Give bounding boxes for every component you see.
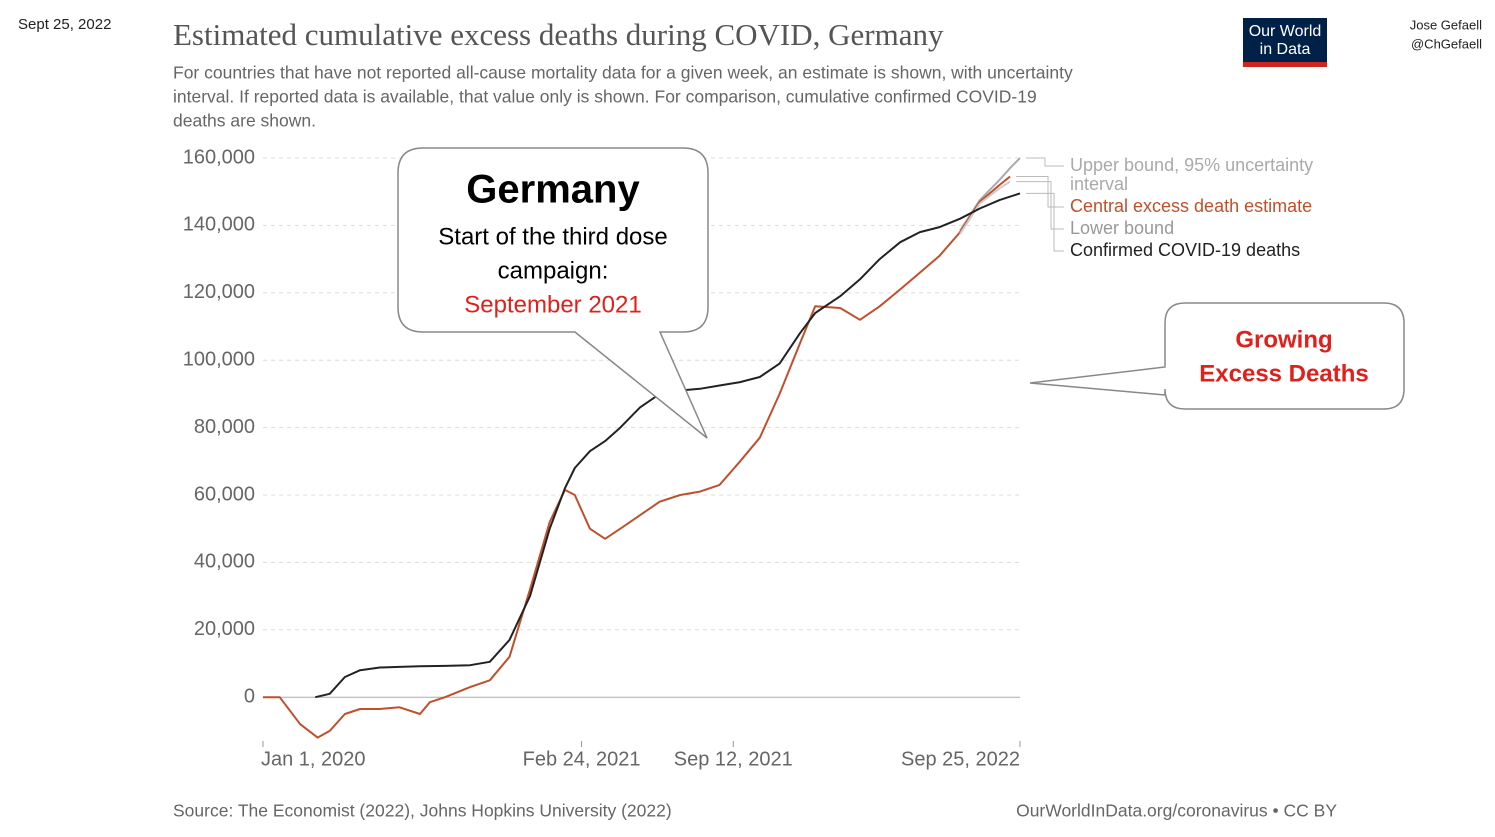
y-tick-label: 0 bbox=[244, 685, 255, 707]
x-tick-label: Sep 25, 2022 bbox=[901, 748, 1020, 770]
x-tick-label: Jan 1, 2020 bbox=[261, 748, 366, 770]
chart-title: Estimated cumulative excess deaths durin… bbox=[173, 17, 944, 52]
callout bbox=[397, 147, 709, 439]
subtitle: For countries that have not reported all… bbox=[173, 63, 1073, 83]
callout-highlight: September 2021 bbox=[464, 291, 641, 318]
y-tick-label: 140,000 bbox=[183, 214, 255, 236]
x-tick-label: Feb 24, 2021 bbox=[523, 748, 641, 770]
callout-text: campaign: bbox=[498, 257, 609, 284]
y-tick-label: 20,000 bbox=[194, 618, 255, 640]
subtitle: deaths are shown. bbox=[173, 111, 316, 131]
y-tick-label: 160,000 bbox=[183, 146, 255, 168]
callout-text: Start of the third dose bbox=[438, 223, 667, 250]
subtitle: interval. If reported data is available,… bbox=[173, 87, 1037, 107]
handle: @ChGefaell bbox=[1411, 36, 1482, 51]
logo-box bbox=[1243, 18, 1327, 63]
legend-connector bbox=[1016, 181, 1064, 230]
callout-text: Growing bbox=[1235, 326, 1332, 353]
callout-text: Excess Deaths bbox=[1199, 360, 1368, 387]
y-tick-label: 100,000 bbox=[183, 348, 255, 370]
series-line bbox=[263, 175, 1011, 739]
source: Source: The Economist (2022), Johns Hopk… bbox=[173, 801, 672, 821]
y-tick-label: 80,000 bbox=[194, 416, 255, 438]
series-line bbox=[959, 180, 1011, 235]
logo-text: Our World bbox=[1249, 23, 1322, 40]
legend-entry: Confirmed COVID-19 deaths bbox=[1070, 240, 1301, 260]
callout bbox=[1029, 302, 1405, 410]
x-tick-label: Sep 12, 2021 bbox=[674, 748, 793, 770]
credit: OurWorldInData.org/coronavirus • CC BY bbox=[1016, 801, 1337, 821]
callout-heading: Germany bbox=[466, 168, 640, 212]
y-tick-label: 40,000 bbox=[194, 551, 255, 573]
legend-entry: Upper bound, 95% uncertainty interval bbox=[1070, 155, 1314, 194]
logo-bar bbox=[1243, 62, 1327, 67]
legend-entry: Central excess death estimate bbox=[1070, 196, 1313, 216]
date: Sept 25, 2022 bbox=[18, 16, 111, 33]
legend-connector bbox=[1026, 192, 1064, 252]
series-line bbox=[315, 192, 1021, 699]
legend-connector bbox=[1026, 157, 1064, 167]
author: Jose Gefaell bbox=[1410, 17, 1482, 32]
y-tick-label: 120,000 bbox=[183, 281, 255, 303]
legend-entry: Lower bound bbox=[1070, 218, 1175, 238]
y-tick-label: 60,000 bbox=[194, 483, 255, 505]
logo-text: in Data bbox=[1260, 41, 1311, 58]
legend-connector bbox=[1016, 176, 1064, 208]
